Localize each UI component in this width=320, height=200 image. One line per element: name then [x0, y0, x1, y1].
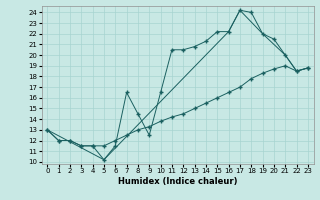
- X-axis label: Humidex (Indice chaleur): Humidex (Indice chaleur): [118, 177, 237, 186]
